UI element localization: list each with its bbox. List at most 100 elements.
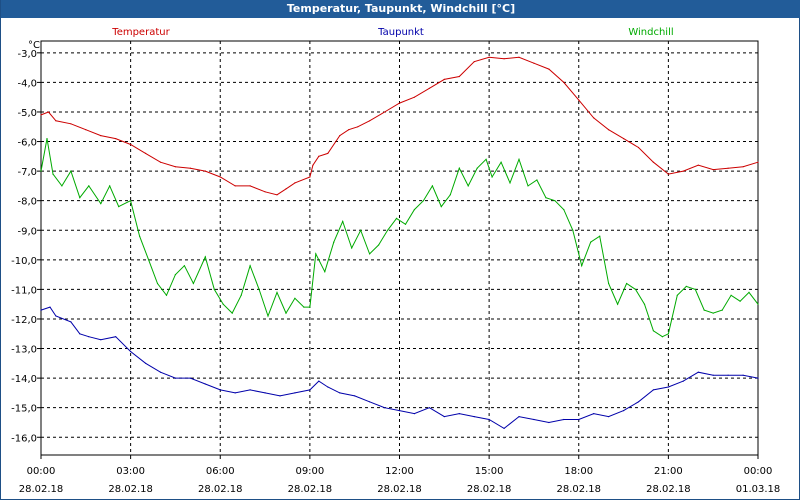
window-title: Temperatur, Taupunkt, Windchill [°C] [1, 0, 800, 18]
data-point-taupunkt [742, 374, 744, 376]
data-point-windchill [183, 265, 185, 267]
data-point-temperatur [145, 152, 147, 154]
data-point-taupunkt [145, 362, 147, 364]
data-point-windchill [240, 294, 242, 296]
data-point-windchill [757, 303, 759, 305]
data-point-temperatur [578, 99, 580, 101]
data-point-taupunkt [189, 377, 191, 379]
data-point-taupunkt [369, 401, 371, 403]
chart-canvas: -3,0 -4,0 -5,0 -6,0 -7,0 -8,0 -9,0 -10,0 -11,0 -1… [11, 27, 781, 495]
data-point-temperatur [652, 161, 655, 163]
legend-entry-windchill: Windchill [628, 27, 673, 38]
data-point-temperatur [264, 191, 266, 193]
data-point-taupunkt [608, 416, 610, 418]
data-point-windchill [395, 217, 398, 219]
data-point-taupunkt [279, 395, 281, 397]
data-point-taupunkt [100, 339, 102, 341]
data-point-taupunkt [458, 413, 460, 415]
data-point-windchill [509, 182, 511, 184]
data-point-temperatur [369, 120, 371, 122]
y-tick-label: -6,0 [17, 138, 37, 149]
data-point-taupunkt [159, 371, 162, 373]
data-point-temperatur [234, 185, 236, 187]
data-point-windchill [440, 206, 442, 208]
data-point-windchill [703, 309, 705, 311]
data-point-temperatur [428, 87, 430, 89]
data-point-temperatur [40, 114, 42, 116]
x-tick-date-label: 28.02.18 [19, 484, 64, 495]
data-point-windchill [404, 223, 407, 225]
x-tick-date-label: 01.03.18 [736, 484, 781, 495]
data-point-taupunkt [563, 418, 565, 421]
data-point-windchill [148, 259, 150, 261]
data-point-temperatur [473, 61, 475, 63]
data-point-windchill [458, 167, 460, 169]
data-point-temperatur [608, 129, 610, 131]
y-axis-unit: °C [28, 40, 40, 51]
y-tick-label: -12,0 [11, 315, 37, 326]
data-point-taupunkt [219, 389, 221, 391]
data-point-taupunkt [623, 410, 625, 412]
data-point-taupunkt [712, 374, 714, 376]
data-point-temperatur [348, 129, 350, 131]
data-point-windchill [590, 241, 592, 243]
data-point-windchill [342, 220, 344, 222]
data-point-taupunkt [318, 380, 320, 382]
data-point-windchill [554, 200, 556, 202]
data-point-temperatur [712, 169, 714, 171]
x-tick-date-label: 28.02.18 [108, 484, 153, 495]
data-point-windchill [139, 235, 141, 237]
x-axis-ticks: 00:00 28.02.18 03:00 28.02.18 06:00 28.02.18 0… [19, 455, 781, 495]
data-point-windchill [485, 158, 487, 160]
data-point-windchill [581, 265, 583, 267]
x-tick-time-label: 06:00 [206, 466, 235, 477]
data-point-temperatur [742, 166, 744, 168]
x-tick-time-label: 00:00 [744, 466, 773, 477]
data-point-temperatur [727, 167, 729, 169]
data-point-temperatur [413, 96, 415, 98]
data-point-temperatur [357, 126, 359, 128]
y-tick-label: -7,0 [17, 167, 37, 178]
data-point-temperatur [339, 135, 341, 137]
y-tick-label: -16,0 [11, 433, 37, 444]
data-point-taupunkt [548, 421, 550, 424]
data-point-windchill [422, 200, 424, 202]
data-point-temperatur [100, 135, 102, 137]
data-point-taupunkt [354, 395, 356, 397]
x-tick-date-label: 28.02.18 [288, 484, 333, 495]
data-point-taupunkt [757, 377, 759, 379]
data-point-taupunkt [682, 380, 684, 382]
data-point-temperatur [443, 78, 445, 80]
data-point-taupunkt [115, 336, 117, 338]
data-point-taupunkt [473, 416, 475, 418]
data-point-windchill [608, 282, 610, 285]
y-tick-label: -4,0 [17, 78, 37, 89]
data-point-windchill [174, 274, 176, 276]
legend: Temperatur Taupunkt Windchill [111, 27, 673, 38]
data-point-taupunkt [70, 321, 72, 323]
data-point-temperatur [623, 138, 625, 140]
data-point-windchill [617, 303, 619, 305]
data-point-temperatur [249, 185, 251, 187]
data-point-temperatur [503, 58, 505, 60]
data-point-windchill [303, 306, 305, 308]
data-point-windchill [61, 185, 63, 187]
data-point-temperatur [55, 120, 57, 122]
x-tick-time-label: 18:00 [564, 466, 593, 477]
data-point-windchill [626, 282, 628, 285]
series-line-temperatur [40, 56, 759, 196]
legend-entry-taupunkt: Taupunkt [377, 27, 424, 38]
data-point-windchill [661, 336, 664, 338]
data-point-taupunkt [249, 389, 251, 391]
data-point-taupunkt [667, 386, 670, 388]
data-point-taupunkt [130, 350, 132, 353]
data-point-temperatur [548, 68, 550, 70]
data-point-windchill [572, 229, 574, 231]
data-point-windchill [739, 300, 741, 302]
x-tick-time-label: 09:00 [295, 466, 324, 477]
y-tick-label: -15,0 [11, 404, 37, 415]
legend-entry-temperatur: Temperatur [111, 27, 170, 38]
data-point-windchill [231, 312, 233, 314]
data-point-windchill [130, 200, 132, 202]
